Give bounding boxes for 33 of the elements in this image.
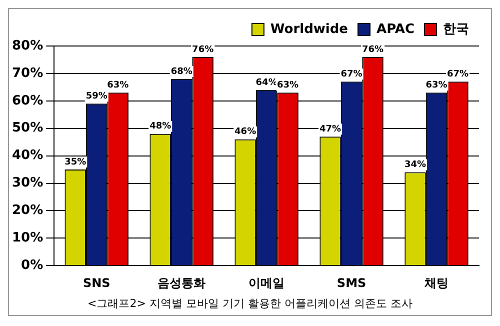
y-tick-label: 0%: [21, 258, 44, 273]
x-tick-label: 음성통화: [158, 276, 206, 290]
y-tick-label: 40%: [12, 148, 44, 164]
y-tick-label: 20%: [12, 203, 44, 218]
y-tick-label: 30%: [12, 176, 44, 191]
y-tick-label: 60%: [12, 93, 44, 108]
text: <그래프2> 지역별 모바일 기기 활용한 어플리케이션 의존도 조사: [86, 296, 414, 312]
data-label: 67%: [446, 70, 469, 80]
data-label: 47%: [320, 124, 342, 134]
data-label: 48%: [150, 122, 172, 132]
x-tick-label: SNS: [82, 276, 110, 290]
legend-label: APAC: [376, 22, 415, 37]
x-tick-label: SMS: [336, 276, 366, 290]
data-label: 64%: [256, 78, 278, 88]
x-tick-label: 채팅: [424, 276, 449, 290]
legend-label: 한국: [443, 22, 469, 37]
y-tick-label: 70%: [12, 66, 44, 81]
y-tick-label: 10%: [12, 230, 44, 246]
y-tick-label: 80%: [12, 38, 44, 54]
legend-label: Worldwide: [270, 22, 348, 37]
data-label: 35%: [64, 157, 86, 168]
x-tick-label: 이메일: [248, 276, 285, 290]
data-label: 46%: [234, 127, 256, 138]
data-label: 63%: [277, 80, 299, 91]
data-label: 67%: [340, 70, 362, 80]
data-label: 63%: [107, 80, 129, 91]
data-label: 34%: [404, 160, 426, 170]
y-tick-label: 50%: [12, 120, 44, 136]
data-label: 76%: [192, 44, 214, 55]
data-label: 63%: [426, 80, 448, 91]
data-label: 76%: [362, 44, 384, 55]
data-label: 68%: [170, 66, 192, 77]
data-label: 59%: [86, 91, 108, 102]
